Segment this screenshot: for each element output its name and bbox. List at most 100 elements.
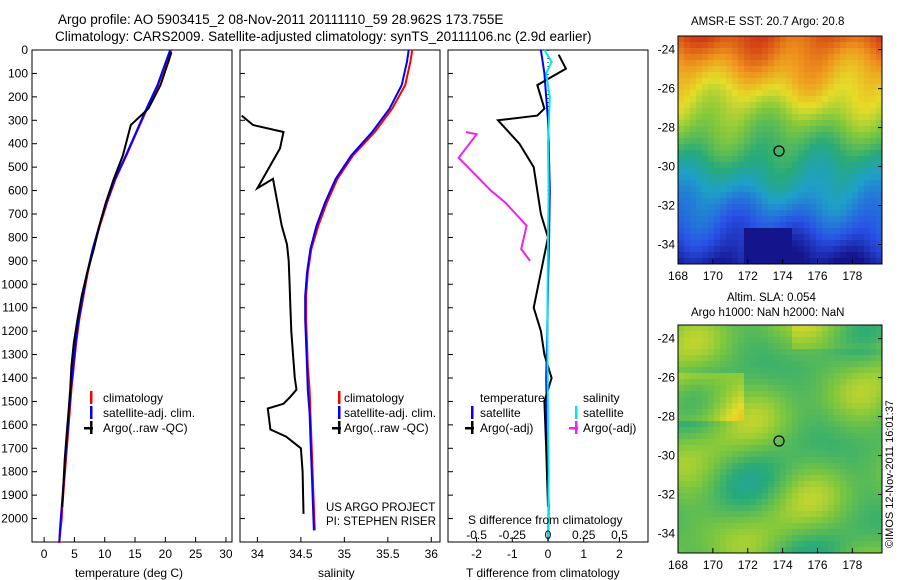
sst-heatmap-cell [714,66,721,73]
sla-heatmap-cell [762,421,769,428]
sla-heatmap-cell [822,517,829,524]
sla-heatmap-cell [834,367,841,374]
sla-heatmap-cell [876,349,883,356]
sla-heatmap-cell [774,487,781,494]
sst-heatmap-cell [822,108,829,115]
sst-heatmap-cell [858,138,865,145]
sst-heatmap-cell [732,258,739,265]
sla-heatmap-cell [816,385,823,392]
sst-heatmap-cell [720,114,727,121]
sst-heatmap-cell [792,48,799,55]
sla-heatmap-cell [678,469,685,476]
sst-heatmap-cell [702,180,709,187]
sla-heatmap-cell [852,493,859,500]
sst-heatmap-cell [738,120,745,127]
sst-heatmap-cell [774,246,781,253]
sst-heatmap-cell [720,228,727,235]
sst-heatmap-cell [720,162,727,169]
sla-heatmap-cell [708,385,715,392]
sla-heatmap-cell [840,433,847,440]
sla-heatmap-cell [768,343,775,350]
x-tick-label: 1 [580,547,587,561]
sst-heatmap-cell [690,102,697,109]
sla-heatmap-cell [876,373,883,380]
sst-heatmap-cell [750,246,757,253]
sst-heatmap-cell [738,114,745,121]
sla-heatmap-cell [720,343,727,350]
sla-heatmap-cell [762,379,769,386]
sla-heatmap-cell [768,481,775,488]
sla-heatmap-cell [714,433,721,440]
sla-heatmap-cell [762,523,769,530]
y-tick-label: 600 [8,184,28,198]
sla-heatmap-cell [792,385,799,392]
sla-heatmap-cell [816,529,823,536]
sst-heatmap-cell [852,96,859,103]
sst-heatmap-cell [738,138,745,145]
sla-heatmap-cell [732,499,739,506]
sst-heatmap-cell [756,222,763,229]
sla-heatmap-cell [750,511,757,518]
sla-heatmap-cell [678,397,685,404]
sst-heatmap-cell [822,156,829,163]
sst-heatmap-cell [744,156,751,163]
sst-heatmap-cell [828,222,835,229]
sla-heatmap-cell [816,379,823,386]
sst-heatmap-cell [702,186,709,193]
sst-heatmap-cell [786,252,793,259]
sla-heatmap-cell [828,535,835,542]
sla-heatmap-cell [768,421,775,428]
sst-heatmap-cell [696,36,703,43]
sst-heatmap-cell [750,156,757,163]
sla-heatmap [678,325,883,554]
sst-heatmap-cell [714,216,721,223]
sst-heatmap-cell [684,78,691,85]
sla-heatmap-cell [822,505,829,512]
sla-heatmap-cell [714,451,721,458]
sst-heatmap-cell [786,48,793,55]
sst-heatmap-cell [822,72,829,79]
sst-heatmap-cell [750,252,757,259]
sst-heatmap-cell [780,144,787,151]
sst-heatmap-cell [804,66,811,73]
sst-heatmap-cell [732,120,739,127]
sst-heatmap-cell [768,228,775,235]
sla-heatmap-cell [690,499,697,506]
sla-heatmap-cell [804,397,811,404]
sla-heatmap-cell [816,415,823,422]
sla-heatmap-cell [744,475,751,482]
sst-heatmap-cell [678,162,685,169]
sla-heatmap-cell [714,547,721,554]
sst-heatmap-cell [870,54,877,61]
sla-heatmap-cell [786,397,793,404]
sst-heatmap-cell [738,216,745,223]
sla-heatmap-cell [708,463,715,470]
sst-heatmap-cell [756,54,763,61]
sla-heatmap-cell [828,463,835,470]
sst-heatmap-cell [708,222,715,229]
sla-heatmap-cell [864,403,871,410]
sst-heatmap-cell [702,108,709,115]
sst-heatmap-cell [816,222,823,229]
sst-heatmap-cell [810,180,817,187]
sla-heatmap-cell [810,331,817,338]
sst-heatmap-cell [678,108,685,115]
sla-heatmap-cell [732,511,739,518]
sst-heatmap-cell [720,108,727,115]
sst-heatmap-cell [768,54,775,61]
sla-heatmap-cell [804,343,811,350]
lat-tick-label: -26 [658,371,676,385]
sst-heatmap-cell [804,258,811,265]
sla-heatmap-cell [834,487,841,494]
sla-heatmap-cell [852,457,859,464]
sla-heatmap-cell [804,493,811,500]
sla-heatmap-cell [804,355,811,362]
y-tick-label: 200 [8,90,28,104]
sla-heatmap-cell [720,541,727,548]
sst-heatmap-cell [786,36,793,43]
sst-heatmap-cell [678,180,685,187]
sst-heatmap-cell [678,78,685,85]
sla-heatmap-cell [870,451,877,458]
sst-heatmap-cell [834,138,841,145]
